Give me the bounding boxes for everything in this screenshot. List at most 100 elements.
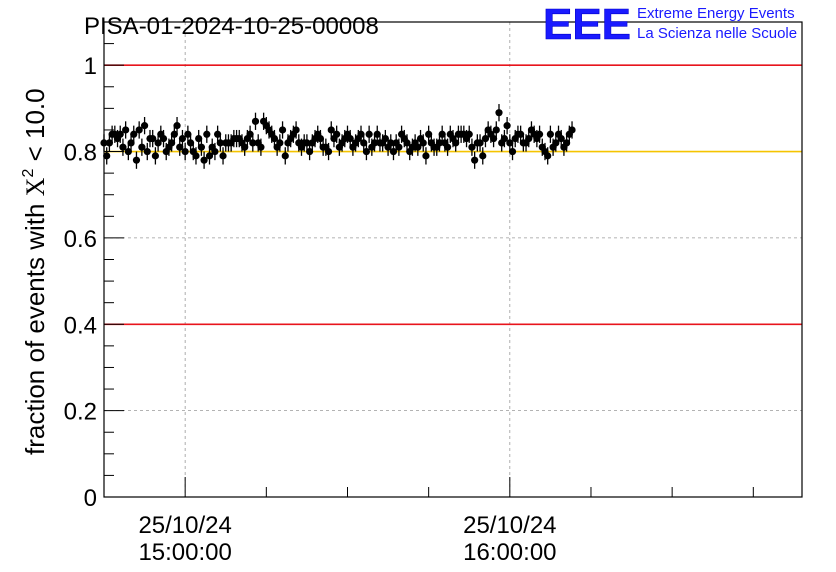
data-point bbox=[481, 134, 490, 143]
data-point bbox=[381, 134, 389, 143]
data-point bbox=[122, 126, 130, 134]
eee-logo-line1: Extreme Energy Events bbox=[637, 5, 795, 22]
data-point bbox=[387, 139, 395, 147]
data-point bbox=[525, 134, 533, 143]
data-point bbox=[557, 134, 565, 143]
data-point bbox=[544, 152, 552, 160]
data-points bbox=[100, 104, 576, 169]
data-point bbox=[278, 126, 287, 134]
data-point bbox=[552, 139, 560, 147]
data-point bbox=[438, 130, 446, 138]
data-point bbox=[130, 130, 138, 138]
data-point bbox=[306, 147, 314, 156]
data-point bbox=[389, 147, 398, 156]
data-point bbox=[479, 152, 487, 160]
data-point bbox=[346, 134, 354, 143]
data-point bbox=[178, 134, 187, 143]
data-point bbox=[195, 134, 203, 143]
data-point bbox=[471, 156, 479, 164]
data-point bbox=[159, 134, 168, 143]
data-point bbox=[495, 109, 503, 117]
data-point bbox=[270, 134, 279, 143]
data-point bbox=[176, 143, 184, 151]
data-point bbox=[168, 139, 176, 147]
data-point bbox=[365, 130, 373, 138]
data-point bbox=[246, 130, 254, 138]
data-point bbox=[357, 130, 365, 138]
data-point bbox=[503, 122, 511, 130]
y-tick-label: 0.8 bbox=[64, 140, 97, 167]
y-axis-label: fraction of events with X2 < 10.0 bbox=[20, 88, 50, 455]
data-point bbox=[216, 139, 224, 147]
data-point bbox=[214, 130, 222, 138]
data-point bbox=[517, 130, 525, 138]
data-point bbox=[333, 130, 341, 138]
data-point bbox=[149, 134, 157, 143]
y-tick-label: 0.4 bbox=[64, 312, 97, 339]
data-point bbox=[422, 152, 430, 160]
eee-logo-line2: La Scienza nelle Scuole bbox=[637, 25, 797, 42]
data-point bbox=[251, 117, 260, 125]
data-point bbox=[140, 122, 149, 130]
data-point bbox=[563, 139, 571, 147]
data-point bbox=[476, 139, 484, 147]
data-point bbox=[360, 139, 368, 147]
data-point bbox=[203, 130, 211, 138]
data-point bbox=[257, 143, 265, 151]
y-axis-label-tail: < 10.0 bbox=[20, 88, 50, 168]
data-point bbox=[468, 143, 476, 151]
data-point bbox=[465, 130, 473, 138]
data-point bbox=[568, 126, 576, 134]
data-point bbox=[205, 152, 214, 160]
eee-logo: EEE Extreme Energy Events La Scienza nel… bbox=[543, 0, 797, 49]
data-point bbox=[492, 126, 500, 134]
data-point bbox=[184, 130, 192, 138]
data-point bbox=[154, 139, 162, 147]
x-tick-label-time: 16:00:00 bbox=[463, 539, 556, 566]
data-point bbox=[425, 130, 433, 138]
data-point bbox=[192, 152, 200, 160]
x-tick-label-date: 25/10/24 bbox=[463, 512, 556, 539]
axis-labels: 00.20.40.60.8125/10/2415:00:0025/10/2416… bbox=[64, 53, 557, 566]
data-point bbox=[135, 126, 143, 134]
data-point bbox=[197, 143, 205, 151]
plot-frame bbox=[103, 21, 803, 498]
grid-lines bbox=[104, 22, 802, 497]
data-point bbox=[132, 156, 141, 164]
data-point bbox=[103, 152, 111, 160]
data-point bbox=[181, 147, 189, 156]
chart-title: PISA-01-2024-10-25-00008 bbox=[84, 13, 379, 40]
data-point bbox=[395, 143, 403, 151]
data-point bbox=[276, 139, 284, 147]
data-point bbox=[419, 139, 427, 147]
data-point bbox=[186, 139, 195, 147]
data-point bbox=[249, 139, 257, 147]
data-point bbox=[506, 139, 514, 147]
data-point bbox=[116, 130, 124, 138]
data-point bbox=[324, 147, 333, 156]
data-point bbox=[151, 152, 160, 160]
data-point bbox=[200, 156, 208, 164]
data-point bbox=[241, 143, 249, 151]
data-point bbox=[219, 152, 227, 160]
data-point bbox=[500, 134, 509, 143]
x-tick-label-date: 25/10/24 bbox=[138, 512, 231, 539]
data-point bbox=[508, 147, 517, 156]
reference-lines bbox=[104, 64, 802, 326]
data-point bbox=[124, 147, 132, 156]
y-axis-label-main: fraction of events with bbox=[20, 196, 50, 455]
data-point bbox=[105, 139, 114, 147]
data-point bbox=[303, 139, 311, 147]
data-point bbox=[489, 134, 498, 143]
data-point bbox=[143, 147, 151, 156]
data-point bbox=[403, 139, 411, 147]
data-point bbox=[170, 130, 178, 138]
data-point bbox=[546, 130, 554, 138]
y-tick-label: 0 bbox=[84, 485, 97, 512]
data-point bbox=[173, 122, 181, 130]
x-tick-label-time: 15:00:00 bbox=[138, 539, 231, 566]
data-point bbox=[452, 139, 460, 147]
data-point bbox=[292, 126, 300, 134]
data-point bbox=[211, 147, 219, 156]
